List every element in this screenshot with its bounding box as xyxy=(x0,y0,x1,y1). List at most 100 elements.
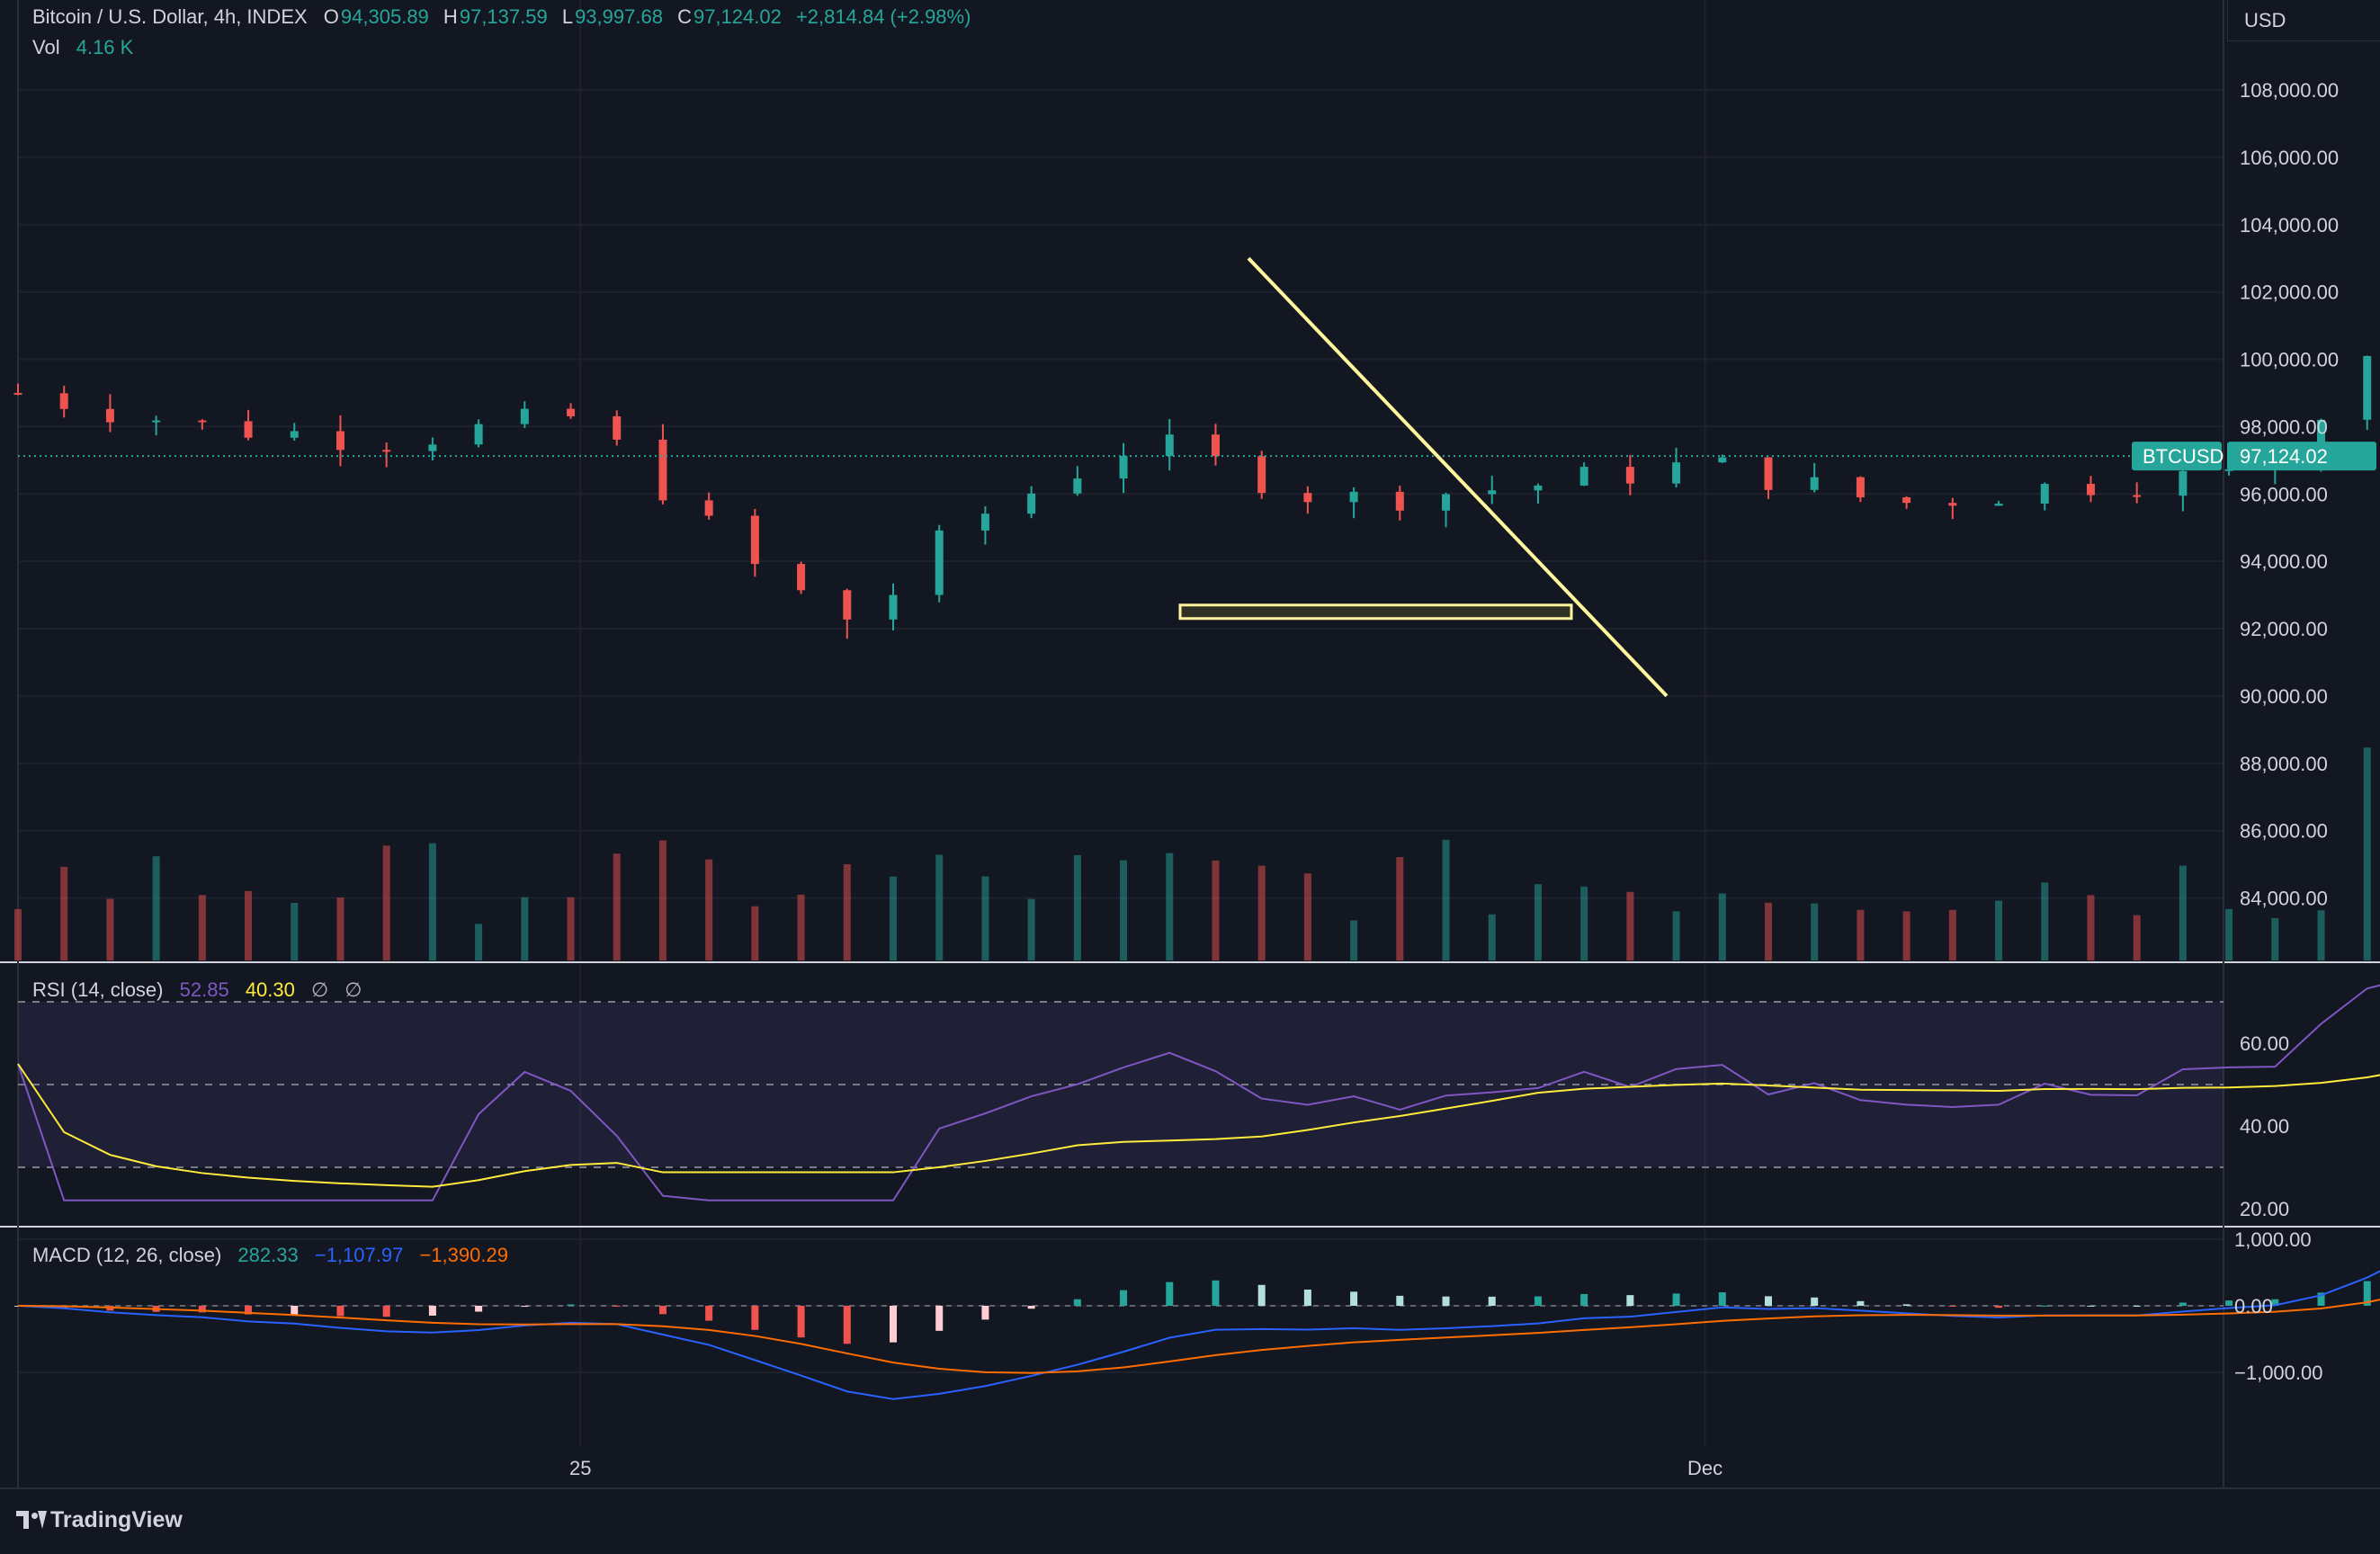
price-tick-label: 90,000.00 xyxy=(2240,685,2328,708)
candle-body xyxy=(797,564,806,591)
close-label: C xyxy=(677,5,692,28)
price-tick-label: 102,000.00 xyxy=(2240,281,2339,304)
candle-body xyxy=(1073,478,1082,494)
macd-hist-bar xyxy=(1857,1300,1865,1306)
price-tick-label: 100,000.00 xyxy=(2240,349,2339,371)
candle-body xyxy=(474,424,483,445)
candle-body xyxy=(244,421,253,438)
candle-body xyxy=(1764,457,1773,490)
candles xyxy=(13,355,2372,639)
candle-body xyxy=(428,444,437,451)
candle-body xyxy=(889,594,898,620)
volume-bar xyxy=(2087,895,2095,960)
low-value: 93,997.68 xyxy=(575,5,663,28)
price-tick-label: 104,000.00 xyxy=(2240,214,2339,237)
volume-bar xyxy=(1626,891,1634,960)
volume-bar xyxy=(2363,747,2371,960)
macd-hist-bar xyxy=(1212,1280,1220,1306)
symbol-title[interactable]: Bitcoin / U.S. Dollar, 4h, INDEX xyxy=(32,5,308,28)
support-zone-drawing xyxy=(1178,603,1573,621)
rsi-value: 52.85 xyxy=(179,978,229,1001)
volume-bar xyxy=(152,856,160,960)
candle-body xyxy=(2179,470,2188,496)
volume-legend: Vol 4.16 K xyxy=(32,36,135,59)
macd-hist-bar xyxy=(751,1306,759,1330)
macd-hist-bar xyxy=(428,1306,436,1316)
macd-hist-bar xyxy=(1350,1291,1358,1306)
volume-bar xyxy=(1811,903,1819,960)
macd-signal-line xyxy=(17,1299,2380,1374)
macd-hist-bar xyxy=(475,1306,483,1312)
candle-body xyxy=(980,514,989,531)
candle-body xyxy=(1027,493,1036,514)
volume-bar xyxy=(1764,902,1772,960)
macd-hist-bar xyxy=(336,1306,344,1317)
volume-bar xyxy=(2133,915,2141,960)
candle-body xyxy=(1718,457,1727,463)
candle-body xyxy=(1257,456,1266,494)
volume-bar xyxy=(1212,860,1220,960)
price-tick-label: 96,000.00 xyxy=(2240,483,2328,505)
tradingview-logo[interactable]: TradingView xyxy=(16,1507,183,1533)
candle-body xyxy=(520,408,529,424)
volume-bar xyxy=(751,906,759,960)
macd-hist-bar xyxy=(1764,1296,1772,1306)
volume-bar xyxy=(797,894,805,960)
last-price-value: 97,124.02 xyxy=(2240,445,2328,468)
macd-hist-bar xyxy=(2133,1305,2141,1307)
macd-hist-bar xyxy=(613,1306,621,1307)
macd-hist-bar xyxy=(382,1306,390,1317)
volume-bar xyxy=(106,898,114,960)
rsi-tick-label: 60.00 xyxy=(2240,1032,2289,1055)
volume-bar xyxy=(291,902,299,960)
volume-bar xyxy=(567,897,575,960)
volume-bar xyxy=(1073,854,1081,960)
volume-bar xyxy=(2225,908,2233,960)
macd-hist-bar xyxy=(889,1306,897,1343)
macd-hist-bar xyxy=(1257,1284,1266,1306)
price-legend: Bitcoin / U.S. Dollar, 4h, INDEX O94,305… xyxy=(32,5,972,29)
rsi-title[interactable]: RSI (14, close) xyxy=(32,978,164,1001)
candle-body xyxy=(1902,497,1911,504)
volume-bar xyxy=(658,840,667,960)
trendline-drawing xyxy=(1247,256,1669,698)
macd-hist-bar xyxy=(1027,1306,1035,1309)
currency-button[interactable]: USD xyxy=(2227,0,2380,41)
candle-body xyxy=(843,590,852,620)
change-value: +2,814.84 (+2.98%) xyxy=(795,5,971,28)
candle-body xyxy=(1442,494,1451,511)
candle-body xyxy=(1810,477,1819,490)
candle-body xyxy=(1211,434,1220,457)
price-tick-label: 106,000.00 xyxy=(2240,147,2339,169)
macd-hist-bar xyxy=(981,1306,989,1320)
candle-body xyxy=(59,393,68,409)
volume-bar xyxy=(843,863,851,960)
volume-bar xyxy=(1718,893,1726,960)
candle-body xyxy=(1303,493,1312,503)
macd-hist-bar xyxy=(2041,1305,2049,1307)
macd-tick-label: 0.00 xyxy=(2234,1295,2273,1317)
open-value: 94,305.89 xyxy=(340,5,429,28)
volume-bar xyxy=(705,859,713,960)
volume-label[interactable]: Vol xyxy=(32,36,60,58)
price-axis: 108,000.00 106,000.00 104,000.00 102,000.00… xyxy=(2240,79,2339,910)
macd-hist-bar xyxy=(1442,1296,1450,1306)
macd-hist-bar xyxy=(705,1306,713,1321)
macd-hist-bar xyxy=(935,1306,944,1331)
macd-title[interactable]: MACD (12, 26, close) xyxy=(32,1244,222,1266)
volume-bar xyxy=(1303,873,1311,960)
candle-body xyxy=(1579,467,1588,486)
macd-hist-bar xyxy=(567,1304,575,1306)
open-label: O xyxy=(323,5,339,28)
volume-bar xyxy=(382,845,390,960)
volume-bar xyxy=(1534,884,1542,960)
rsi-tick-label: 40.00 xyxy=(2240,1115,2289,1138)
close-value: 97,124.02 xyxy=(693,5,782,28)
candle-body xyxy=(613,415,622,440)
candle-body xyxy=(935,530,944,595)
macd-hist-bar xyxy=(198,1306,206,1313)
volume-bar xyxy=(1902,911,1910,960)
candle-body xyxy=(1349,491,1358,503)
macd-line-value: −1,107.97 xyxy=(314,1244,404,1266)
